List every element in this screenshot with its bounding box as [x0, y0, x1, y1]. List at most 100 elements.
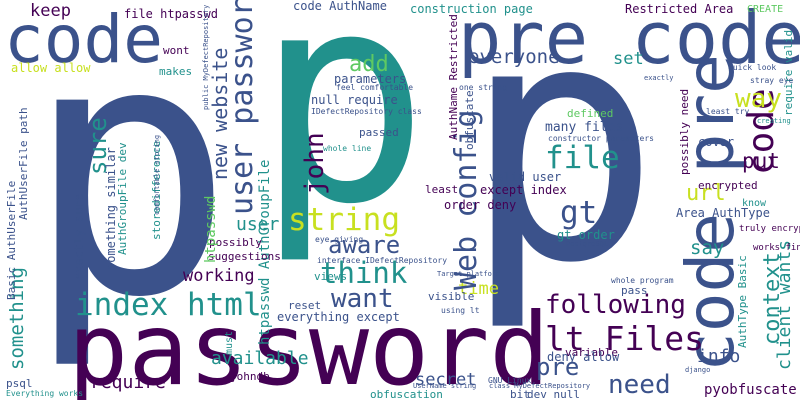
word-interface-idefectrepository: interface IDefectRepository — [317, 256, 448, 265]
word-many-files: many files — [545, 120, 624, 135]
word-p-right: p — [462, 0, 661, 335]
word-truly-encrypt: truly encrypt — [739, 224, 800, 234]
word-whole-program: whole program — [611, 276, 674, 285]
word-time: time — [458, 279, 499, 299]
word-null-require: null require — [311, 93, 398, 107]
word-possibly: possibly — [209, 236, 262, 249]
word-makes: makes — [159, 65, 193, 78]
word-comfortable-storing: comfortable storing — [153, 134, 161, 215]
word-obfuscate: obfuscate — [463, 90, 476, 150]
word-restricted-area: Restricted Area — [625, 2, 734, 16]
word-works-fine: works fine — [753, 243, 800, 253]
word-target-platform: Target platform — [437, 270, 501, 278]
word-basic-authuserfile: Basic AuthUserFile — [5, 180, 18, 300]
word-available: available — [211, 348, 309, 369]
word-secret: secret — [415, 370, 477, 390]
word-way: way — [735, 84, 782, 114]
word-eye-giving: eye giving — [315, 235, 364, 244]
word-class-mydefectrepository: class MyDefectRepository — [489, 382, 591, 390]
word-views: views — [314, 270, 348, 283]
word-quick-look: quick look — [728, 63, 777, 72]
word-cover: cover — [698, 135, 735, 149]
word-dev-null: dev null — [527, 388, 580, 400]
word-know: know — [742, 198, 767, 209]
word-valid-user: valid user — [489, 170, 562, 184]
word-construction-page: construction page — [410, 2, 533, 16]
word-say: say — [690, 237, 725, 259]
word-order-deny: order deny — [444, 198, 517, 212]
word-reset: reset — [288, 299, 322, 312]
word-working: working — [183, 266, 255, 286]
word-require-valid: require valid — [782, 29, 795, 116]
word-string: string — [288, 202, 400, 238]
word-code-authname: code AuthName — [293, 0, 387, 13]
word-parameters: parameters — [334, 72, 407, 86]
word-index-html: index html — [75, 287, 262, 323]
word-everyone: everyone — [468, 46, 560, 68]
word-password: password — [68, 291, 550, 400]
word-user-password: user password — [225, 0, 260, 215]
word-gt-order: gt order — [557, 228, 615, 242]
word-obfuscation: obfuscation — [370, 388, 443, 400]
word-possibly-need: possibly need — [678, 88, 691, 175]
word-authtype-basic: AuthType Basic — [736, 255, 749, 348]
word-set: set — [613, 49, 644, 69]
word-johndb: johndb — [230, 370, 270, 383]
word-want: want — [331, 284, 394, 314]
word-code-top-left: code — [4, 1, 163, 78]
word-visible: visible — [428, 290, 475, 303]
word-url: url — [686, 181, 726, 206]
word-postgresql: PostgreSQL — [566, 240, 609, 248]
word-feel-comfortable: feel comfortable — [336, 83, 414, 92]
word-pre: pre — [536, 353, 580, 381]
word-htpasswd: htpasswd — [203, 195, 219, 263]
word-bit: bit — [510, 388, 530, 400]
word-stray-eye: stray eye — [750, 76, 794, 85]
word-deny-allow: deny allow — [547, 350, 620, 364]
word-area-authtype: Area AuthType — [676, 206, 770, 220]
word-username-string: UserName string — [413, 382, 477, 390]
word-pyobfuscate: pyobfuscate — [704, 382, 797, 398]
word-aware: aware — [328, 231, 401, 259]
word-info: info — [697, 346, 741, 367]
word-exactly-sure: exactly sure — [72, 193, 86, 280]
word-using-lt: using lt — [441, 306, 480, 315]
word-least-try: least try — [706, 107, 750, 116]
word-p-left: p — [24, 0, 235, 374]
word-idefectrepository-class: IDefectRepository class — [311, 107, 422, 116]
word-everything-works: Everything works — [6, 389, 84, 398]
word-wont: wont — [163, 44, 190, 57]
word-suggestions: suggestions — [208, 250, 281, 263]
word-client-wants: client wants — [774, 239, 795, 370]
word-gnu-linux: GNU Linux — [488, 376, 532, 385]
word-encrypted: encrypted — [698, 179, 758, 192]
word-pre-code: pre code — [458, 0, 800, 80]
word-must: must — [224, 330, 235, 355]
word-least: least — [425, 183, 459, 196]
word-creating: creating — [757, 117, 791, 125]
word-defined: defined — [567, 107, 614, 120]
word-add: add — [349, 52, 389, 77]
word-constructor-parameters: constructor parameters — [548, 134, 654, 143]
word-passed: passed — [359, 126, 399, 139]
word-need: need — [608, 370, 671, 400]
word-following: following — [545, 290, 686, 320]
word-django: django — [685, 366, 711, 374]
word-new-website: new website — [208, 47, 232, 180]
word-gt: gt — [560, 195, 598, 231]
word-lt-files: lt Files — [545, 319, 704, 358]
word-keep: keep — [30, 1, 71, 21]
word-authgroupfile-dev: AuthGroupFile dev — [116, 142, 129, 255]
word-think: think — [320, 256, 408, 290]
word-john: john — [300, 132, 330, 195]
word-file-htpasswd: file htpasswd — [124, 7, 218, 21]
word-pass: pass — [621, 284, 648, 297]
word-except-index: except index — [480, 183, 567, 197]
word-user: user — [236, 214, 280, 235]
word-everything-except: everything except — [277, 310, 400, 324]
word-put: put — [742, 149, 780, 173]
word-authname-restricted: AuthName Restricted — [447, 14, 460, 140]
word-file: file — [545, 140, 620, 176]
word-variable: variable — [565, 346, 618, 359]
